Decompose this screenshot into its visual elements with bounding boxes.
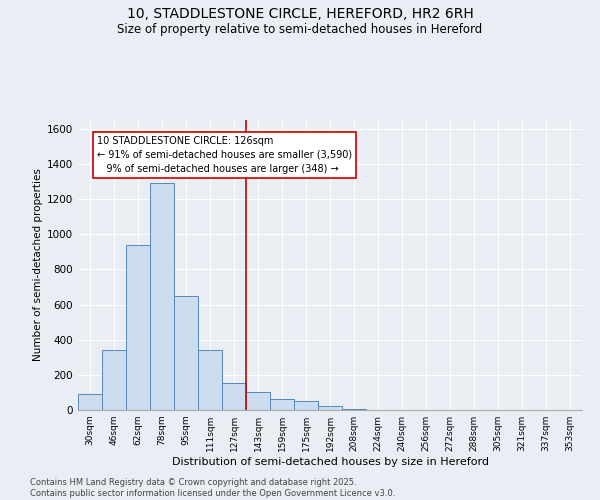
Text: Size of property relative to semi-detached houses in Hereford: Size of property relative to semi-detach… xyxy=(118,22,482,36)
Text: Contains HM Land Registry data © Crown copyright and database right 2025.
Contai: Contains HM Land Registry data © Crown c… xyxy=(30,478,395,498)
Bar xyxy=(342,409,366,410)
Bar xyxy=(126,245,150,410)
Bar xyxy=(102,350,126,410)
Bar xyxy=(294,401,318,410)
Bar xyxy=(78,394,102,410)
Y-axis label: Number of semi-detached properties: Number of semi-detached properties xyxy=(33,168,43,362)
Text: 10 STADDLESTONE CIRCLE: 126sqm
← 91% of semi-detached houses are smaller (3,590): 10 STADDLESTONE CIRCLE: 126sqm ← 91% of … xyxy=(97,136,352,174)
Bar xyxy=(246,392,270,410)
Text: 10, STADDLESTONE CIRCLE, HEREFORD, HR2 6RH: 10, STADDLESTONE CIRCLE, HEREFORD, HR2 6… xyxy=(127,8,473,22)
Bar xyxy=(150,184,174,410)
Bar xyxy=(318,406,342,410)
Bar xyxy=(270,400,294,410)
Bar xyxy=(222,383,246,410)
X-axis label: Distribution of semi-detached houses by size in Hereford: Distribution of semi-detached houses by … xyxy=(172,457,488,467)
Bar xyxy=(198,350,222,410)
Bar xyxy=(174,296,198,410)
